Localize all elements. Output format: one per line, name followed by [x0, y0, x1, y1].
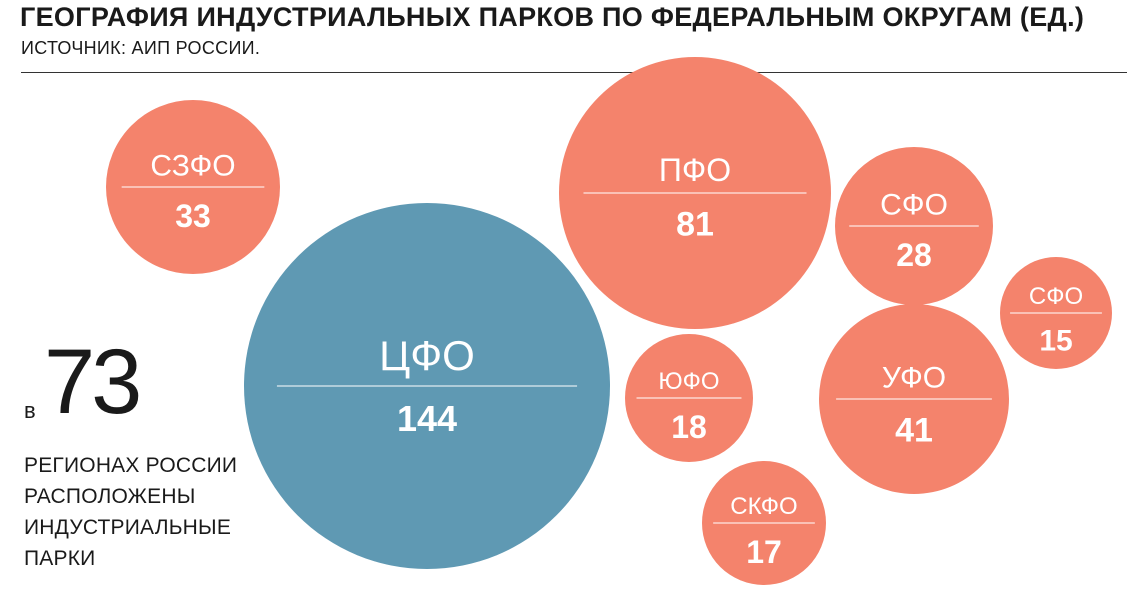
bubble-label: УФО	[882, 362, 946, 395]
bubble-value: 28	[896, 237, 932, 273]
stat-description: РЕГИОНАХ РОССИИ РАСПОЛОЖЕНЫ ИНДУСТРИАЛЬН…	[24, 450, 264, 574]
stat-line: ИНДУСТРИАЛЬНЫЕ	[24, 516, 232, 539]
bubble-label: СЗФО	[150, 150, 235, 183]
bubble-value: 18	[671, 409, 707, 445]
bubble-value: 33	[175, 198, 211, 234]
stat-line: РЕГИОНАХ РОССИИ	[24, 454, 238, 477]
bubble-value: 17	[746, 534, 782, 570]
bubble-label: СФО	[1029, 283, 1083, 310]
bubble-value: 144	[397, 398, 457, 439]
chart-title: ГЕОГРАФИЯ ИНДУСТРИАЛЬНЫХ ПАРКОВ ПО ФЕДЕР…	[20, 2, 1085, 32]
bubble-label: СФО	[880, 189, 948, 222]
bubble: СФО 28	[835, 147, 993, 305]
stat-line: ПАРКИ	[24, 547, 96, 570]
bubble: СКФО 17	[702, 461, 826, 585]
bubble-value: 81	[676, 206, 714, 244]
bubble-value: 41	[895, 412, 933, 450]
bubble: ПФО 81	[559, 57, 831, 329]
bubble: СФО 15	[1000, 257, 1112, 369]
stat-number: 73	[44, 331, 142, 433]
stat-line: РАСПОЛОЖЕНЫ	[24, 485, 196, 508]
bubble: УФО 41	[819, 304, 1009, 494]
bubble: СЗФО 33	[106, 100, 280, 274]
title-divider	[21, 72, 1127, 73]
bubble-label: ЮФО	[658, 368, 719, 395]
bubble-label: ПФО	[659, 152, 731, 188]
bubble: ЦФО 144	[244, 203, 610, 569]
stat-prefix: в	[24, 398, 36, 423]
bubble: ЮФО 18	[625, 334, 753, 462]
chart-source: ИСТОЧНИК: АИП РОССИИ.	[21, 38, 261, 58]
bubble-label: СКФО	[730, 493, 797, 520]
bubble-label: ЦФО	[379, 332, 475, 379]
bubble-value: 15	[1039, 325, 1072, 358]
